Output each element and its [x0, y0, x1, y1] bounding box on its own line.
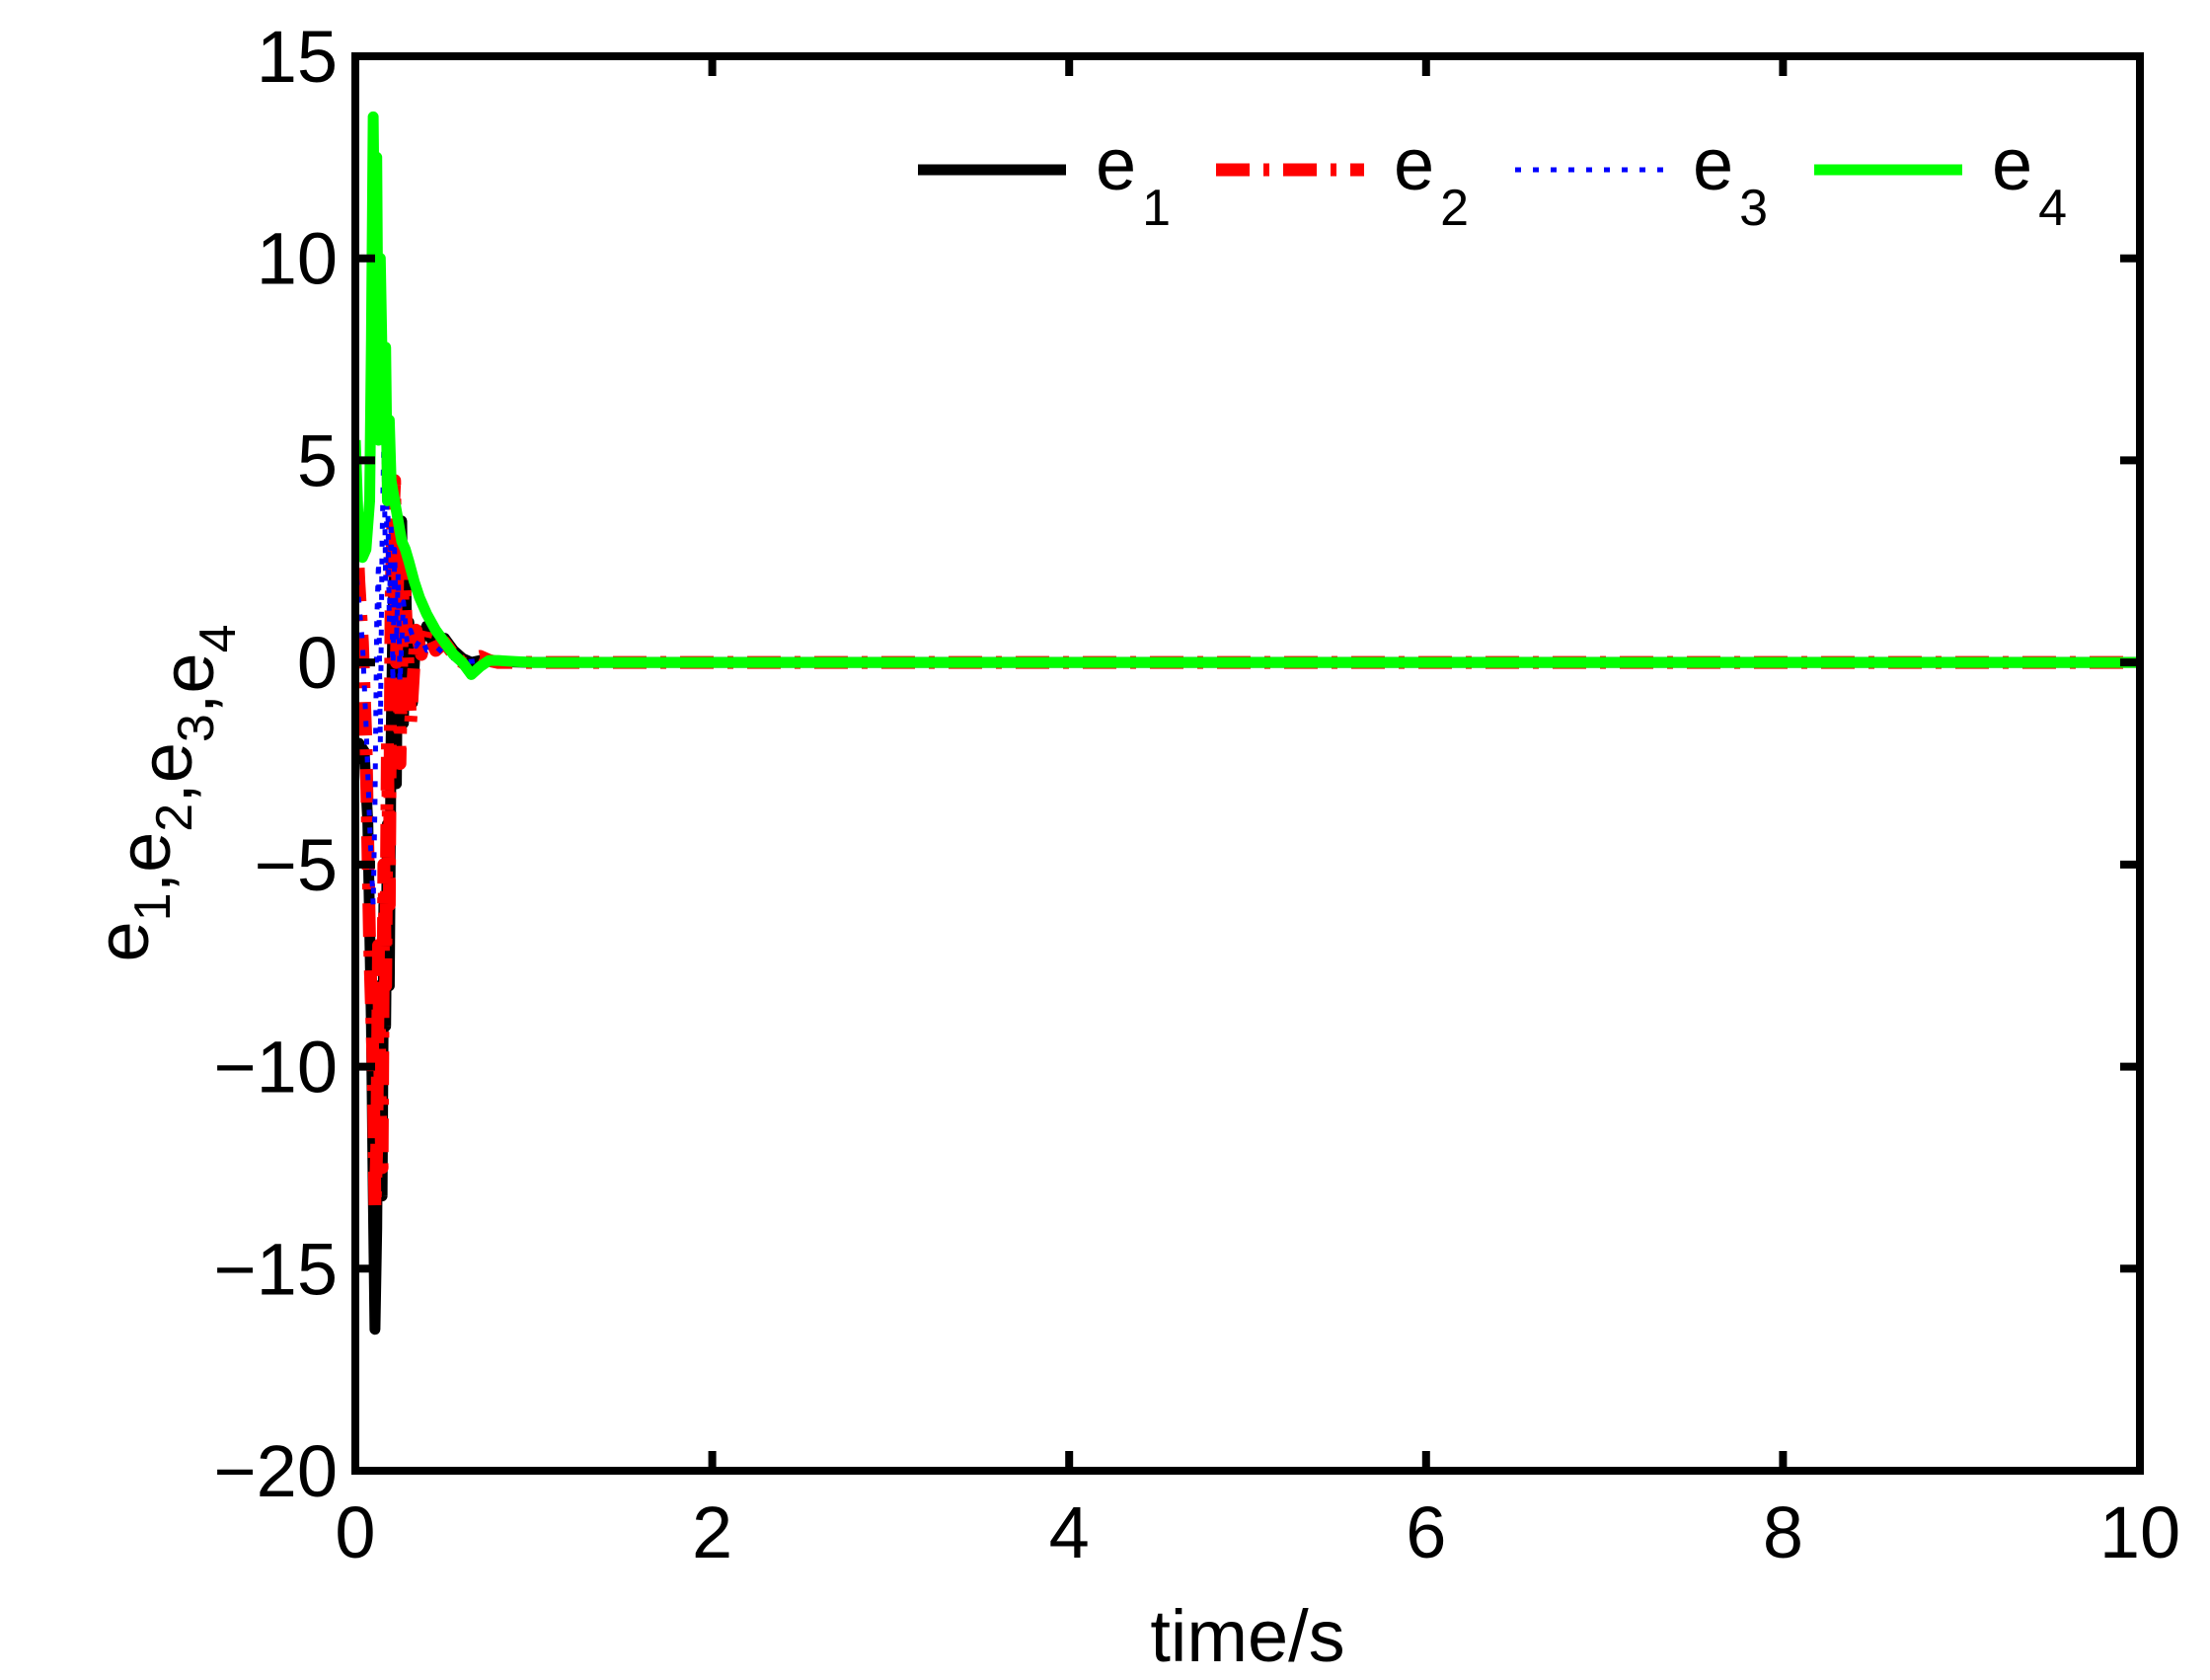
x-axis-label: time/s — [1150, 1595, 1344, 1677]
x-tick-label: 2 — [692, 1491, 732, 1573]
series-layer — [355, 111, 2140, 1336]
y-tick-label: 10 — [257, 218, 338, 300]
legend-entry-e3: e3 — [1515, 123, 1768, 237]
legend-entry-e2: e2 — [1216, 123, 1469, 237]
legend-entry-e4: e4 — [1814, 123, 2067, 237]
y-tick-label: −5 — [255, 824, 338, 906]
axes-box — [351, 52, 2144, 1475]
series-line-e4 — [355, 111, 2140, 680]
legend-label: e3 — [1693, 123, 1768, 237]
legend-label: e4 — [1992, 123, 2067, 237]
y-tick-label: −10 — [213, 1027, 338, 1108]
y-tick-label: 5 — [297, 420, 338, 501]
legend-label: e2 — [1394, 123, 1469, 237]
series-line-e1 — [355, 515, 2140, 1336]
y-axis-label: e1,e2,e3,e4 — [82, 625, 247, 962]
axes: 0 2 4 6 8 10 −20 −15 −10 −5 0 5 10 15 — [213, 16, 2180, 1573]
legend-entry-e1: e1 — [918, 123, 1171, 237]
y-tick-label: −15 — [213, 1228, 338, 1310]
x-tick-label: 6 — [1406, 1491, 1446, 1573]
x-tick-label: 0 — [335, 1491, 375, 1573]
x-tick-label: 10 — [2099, 1491, 2180, 1573]
series-line-e2 — [355, 474, 2140, 1215]
x-tick-label: 4 — [1049, 1491, 1090, 1573]
legend: e1 e2 e3 e4 — [918, 123, 2067, 237]
legend-label: e1 — [1096, 123, 1171, 237]
y-tick-label: 15 — [257, 16, 338, 98]
y-tick-label: −20 — [213, 1430, 338, 1512]
series-line-e3 — [355, 437, 2140, 908]
y-tick-label: 0 — [297, 622, 338, 704]
axis-labels: time/s e1,e2,e3,e4 — [82, 625, 1345, 1678]
x-tick-label: 8 — [1763, 1491, 1803, 1573]
